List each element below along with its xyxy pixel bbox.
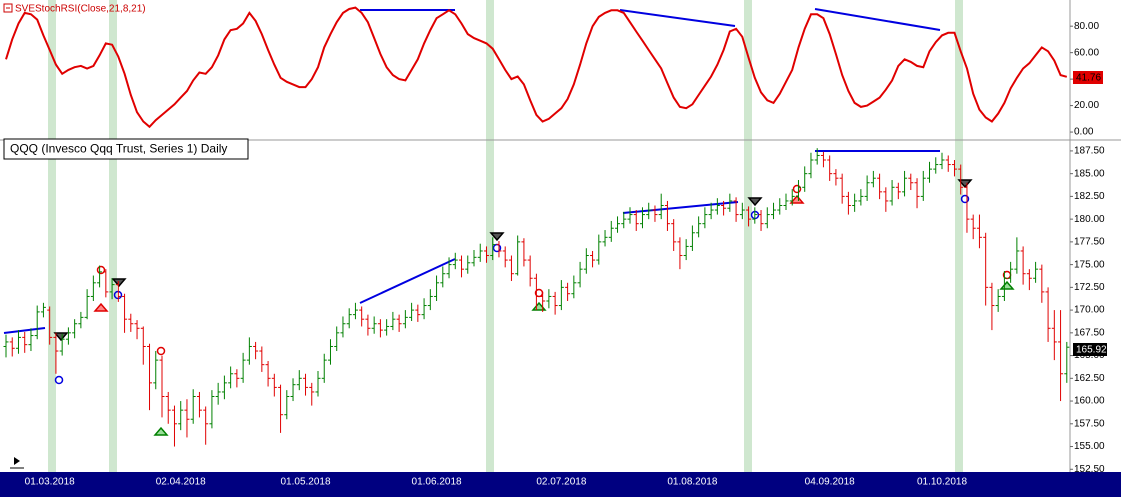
signal-band bbox=[486, 0, 494, 472]
price-title-box bbox=[3, 138, 249, 160]
y-tick-label: 80.00 bbox=[1074, 21, 1099, 32]
x-tick-label: 04.09.2018 bbox=[805, 477, 855, 488]
divergence-line bbox=[814, 8, 941, 31]
x-tick-label: 01.06.2018 bbox=[412, 477, 462, 488]
y-tick-label: 175.00 bbox=[1074, 259, 1105, 270]
buy-marker bbox=[93, 302, 109, 312]
y-tick-label: 162.50 bbox=[1074, 373, 1105, 384]
y-tick-label: 187.50 bbox=[1074, 146, 1105, 157]
y-tick-label: 152.50 bbox=[1074, 464, 1105, 475]
divergence-line bbox=[619, 9, 736, 27]
exit-marker bbox=[156, 346, 166, 356]
signal-band bbox=[109, 0, 117, 472]
indicator-line bbox=[5, 6, 1068, 129]
signal-band bbox=[744, 0, 752, 472]
x-tick-label: 01.05.2018 bbox=[280, 477, 330, 488]
last-value-box bbox=[1073, 71, 1103, 84]
signal-band bbox=[48, 0, 56, 472]
y-tick-label: 0.00 bbox=[1074, 127, 1094, 138]
x-tick-label: 01.08.2018 bbox=[667, 477, 717, 488]
indicator-title: SVEStochRSI(Close,21,8,21) bbox=[15, 4, 146, 15]
last-value-label: 165.92 bbox=[1076, 345, 1107, 356]
exit-marker bbox=[792, 184, 802, 194]
last-value-label: 41.76 bbox=[1076, 73, 1101, 84]
sell-marker bbox=[957, 179, 973, 189]
y-tick-label: 60.00 bbox=[1074, 47, 1099, 58]
divergence-line bbox=[359, 258, 456, 304]
x-tick-label: 02.07.2018 bbox=[536, 477, 586, 488]
x-tick-label: 01.10.2018 bbox=[917, 477, 967, 488]
divergence-line bbox=[3, 327, 46, 334]
signal-bands bbox=[48, 0, 963, 472]
sell-marker bbox=[53, 332, 69, 342]
y-tick-label: 167.50 bbox=[1074, 327, 1105, 338]
indicator-icon bbox=[3, 3, 13, 13]
y-tick-label: 185.00 bbox=[1074, 168, 1105, 179]
x-tick-label: 02.04.2018 bbox=[156, 477, 206, 488]
y-tick-label: 182.50 bbox=[1074, 191, 1105, 202]
last-value-box bbox=[1073, 343, 1107, 356]
y-tick-label: 180.00 bbox=[1074, 214, 1105, 225]
signal-markers bbox=[53, 179, 1015, 436]
y-tick-label: 177.50 bbox=[1074, 237, 1105, 248]
sell-marker bbox=[489, 232, 505, 242]
exit-marker bbox=[96, 265, 106, 275]
y-tick-label: 157.50 bbox=[1074, 418, 1105, 429]
price-title: QQQ (Invesco Qqq Trust, Series 1) Daily bbox=[10, 142, 227, 156]
marks: 0.0020.0040.0060.0080.00152.50155.00157.… bbox=[3, 6, 1105, 488]
buy-marker bbox=[153, 426, 169, 436]
y-tick-label: 172.50 bbox=[1074, 282, 1105, 293]
y-tick-label: 160.00 bbox=[1074, 396, 1105, 407]
signal-band bbox=[955, 0, 963, 472]
x-tick-label: 01.03.2018 bbox=[25, 477, 75, 488]
buy-marker bbox=[789, 194, 805, 204]
date-axis-band bbox=[0, 472, 1121, 497]
y-tick-label: 155.00 bbox=[1074, 441, 1105, 452]
play-icon[interactable] bbox=[14, 457, 20, 465]
exit-marker bbox=[54, 375, 64, 385]
sell-marker bbox=[111, 278, 127, 288]
y-tick-label: 20.00 bbox=[1074, 100, 1099, 111]
exit-marker bbox=[960, 194, 970, 204]
y-tick-label: 170.00 bbox=[1074, 305, 1105, 316]
sell-marker bbox=[747, 197, 763, 207]
